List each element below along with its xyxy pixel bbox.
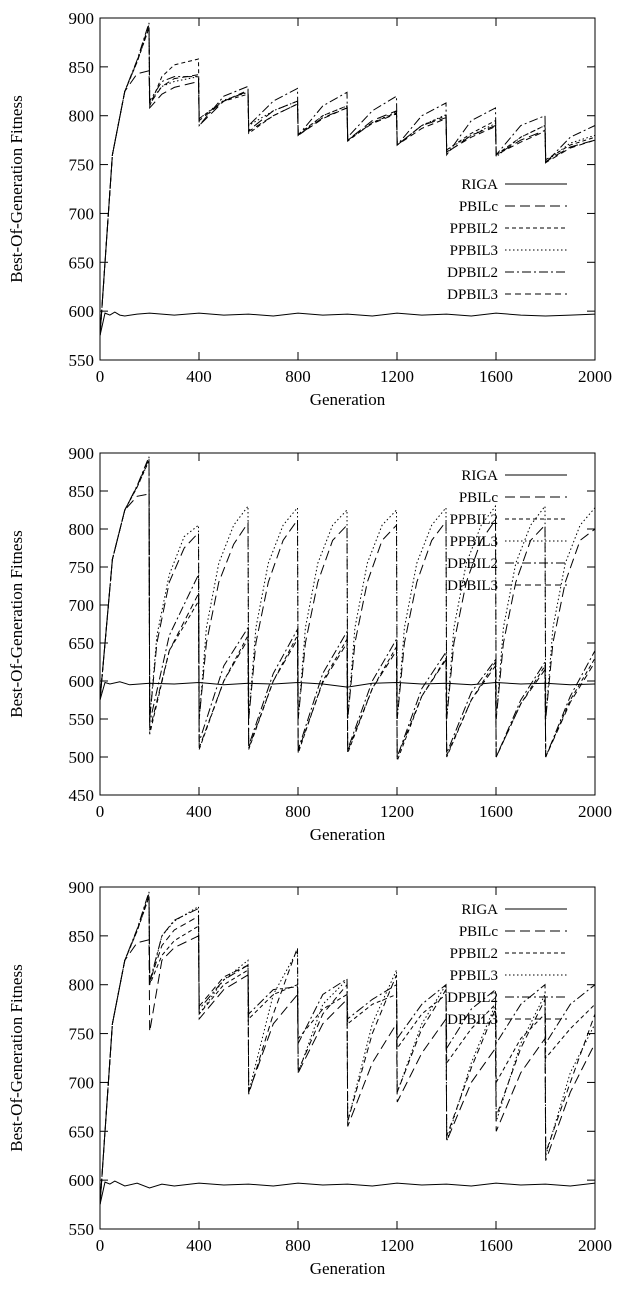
series-line-riga xyxy=(99,311,596,336)
x-tick-label: 400 xyxy=(186,367,212,386)
x-tick-label: 2000 xyxy=(578,1236,612,1255)
x-tick-label: 0 xyxy=(96,802,105,821)
y-tick-label: 700 xyxy=(69,204,95,223)
y-tick-label: 650 xyxy=(69,253,95,272)
legend-label-ppbil3: PPBIL3 xyxy=(450,243,498,259)
series-line-pbilc xyxy=(99,70,596,336)
legend-label-riga: RIGA xyxy=(461,902,498,918)
y-axis-title: Best-Of-Generation Fitness xyxy=(7,964,26,1151)
chart-panel-2: 450 500 550 600 650 700 750 800 850 900 0 400 800 120… xyxy=(7,444,612,844)
plot-frame xyxy=(99,452,596,796)
legend-label-dpbil3: DPBIL3 xyxy=(447,578,498,594)
y-tick-label: 650 xyxy=(69,1122,95,1141)
y-tick-label: 900 xyxy=(69,9,95,28)
series-line-ppbil2 xyxy=(99,460,596,761)
x-tick-label: 1600 xyxy=(479,367,513,386)
legend-label-riga: RIGA xyxy=(461,177,498,193)
y-tick-label: 600 xyxy=(69,672,95,691)
y-tick-label: 600 xyxy=(69,302,95,321)
series-line-ppbil3 xyxy=(99,27,596,336)
legend-label-dpbil2: DPBIL2 xyxy=(447,556,498,572)
series-line-dpbil3 xyxy=(99,458,596,758)
legend-label-ppbil2: PPBIL2 xyxy=(450,221,498,237)
series-line-pbilc xyxy=(99,493,596,720)
chart-panel-3: 550 600 650 700 750 800 850 900 0 400 800 1200 1600 2… xyxy=(7,878,612,1278)
legend-label-pbilc: PBILc xyxy=(459,490,499,506)
x-tick-label: 800 xyxy=(285,367,311,386)
x-tick-label: 0 xyxy=(96,1236,105,1255)
y-tick-label: 900 xyxy=(69,878,95,897)
y-tick-label: 850 xyxy=(69,482,95,501)
x-tick-label: 1200 xyxy=(380,367,414,386)
legend-label-ppbil3: PPBIL3 xyxy=(450,534,498,550)
series-line-dpbil2 xyxy=(99,456,596,758)
y-tick-label: 700 xyxy=(69,596,95,615)
x-tick-label: 1200 xyxy=(380,802,414,821)
plot-frame xyxy=(99,17,596,361)
y-tick-label: 650 xyxy=(69,634,95,653)
x-tick-label: 2000 xyxy=(578,802,612,821)
legend-label-ppbil2: PPBIL2 xyxy=(450,946,498,962)
x-axis-title: Generation xyxy=(310,390,386,409)
series-line-pbilc xyxy=(99,935,596,1205)
x-axis-title: Generation xyxy=(310,825,386,844)
y-tick-label: 850 xyxy=(69,58,95,77)
x-tick-label: 800 xyxy=(285,802,311,821)
x-tick-label: 1600 xyxy=(479,802,513,821)
legend-label-dpbil3: DPBIL3 xyxy=(447,287,498,303)
y-tick-label: 750 xyxy=(69,558,95,577)
series-line-dpbil3 xyxy=(99,893,596,1205)
legend-label-dpbil3: DPBIL3 xyxy=(447,1012,498,1028)
legend-label-pbilc: PBILc xyxy=(459,199,499,215)
x-tick-label: 1200 xyxy=(380,1236,414,1255)
y-tick-label: 800 xyxy=(69,520,95,539)
y-tick-label: 700 xyxy=(69,1073,95,1092)
y-axis-title: Best-Of-Generation Fitness xyxy=(7,530,26,717)
y-tick-label: 750 xyxy=(69,156,95,175)
series-line-riga xyxy=(99,681,596,701)
legend-label-ppbil3: PPBIL3 xyxy=(450,968,498,984)
x-tick-label: 1600 xyxy=(479,1236,513,1255)
y-tick-label: 750 xyxy=(69,1025,95,1044)
y-tick-label: 600 xyxy=(69,1171,95,1190)
series-line-riga xyxy=(99,1180,596,1205)
y-tick-label: 550 xyxy=(69,1220,95,1239)
y-tick-label: 850 xyxy=(69,927,95,946)
series-line-ppbil2 xyxy=(99,27,596,336)
y-tick-label: 550 xyxy=(69,351,95,370)
x-tick-label: 0 xyxy=(96,367,105,386)
x-tick-label: 400 xyxy=(186,802,212,821)
y-tick-label: 450 xyxy=(69,786,95,805)
legend-label-dpbil2: DPBIL2 xyxy=(447,990,498,1006)
y-tick-label: 500 xyxy=(69,748,95,767)
series-line-dpbil3 xyxy=(99,24,596,336)
y-tick-label: 550 xyxy=(69,710,95,729)
chart-panel-1: 550 600 650 700 750 800 850 900 0 400 800 1200 1600 2… xyxy=(7,9,612,409)
legend-label-pbilc: PBILc xyxy=(459,924,499,940)
legend-label-riga: RIGA xyxy=(461,468,498,484)
y-axis-title: Best-Of-Generation Fitness xyxy=(7,95,26,282)
x-tick-label: 400 xyxy=(186,1236,212,1255)
y-tick-label: 800 xyxy=(69,976,95,995)
y-tick-label: 900 xyxy=(69,444,95,463)
plot-frame xyxy=(99,886,596,1230)
x-axis-title: Generation xyxy=(310,1259,386,1278)
x-tick-label: 800 xyxy=(285,1236,311,1255)
y-tick-label: 800 xyxy=(69,107,95,126)
legend-label-ppbil2: PPBIL2 xyxy=(450,512,498,528)
x-tick-label: 2000 xyxy=(578,367,612,386)
series-line-dpbil2 xyxy=(99,22,596,336)
legend-label-dpbil2: DPBIL2 xyxy=(447,265,498,281)
